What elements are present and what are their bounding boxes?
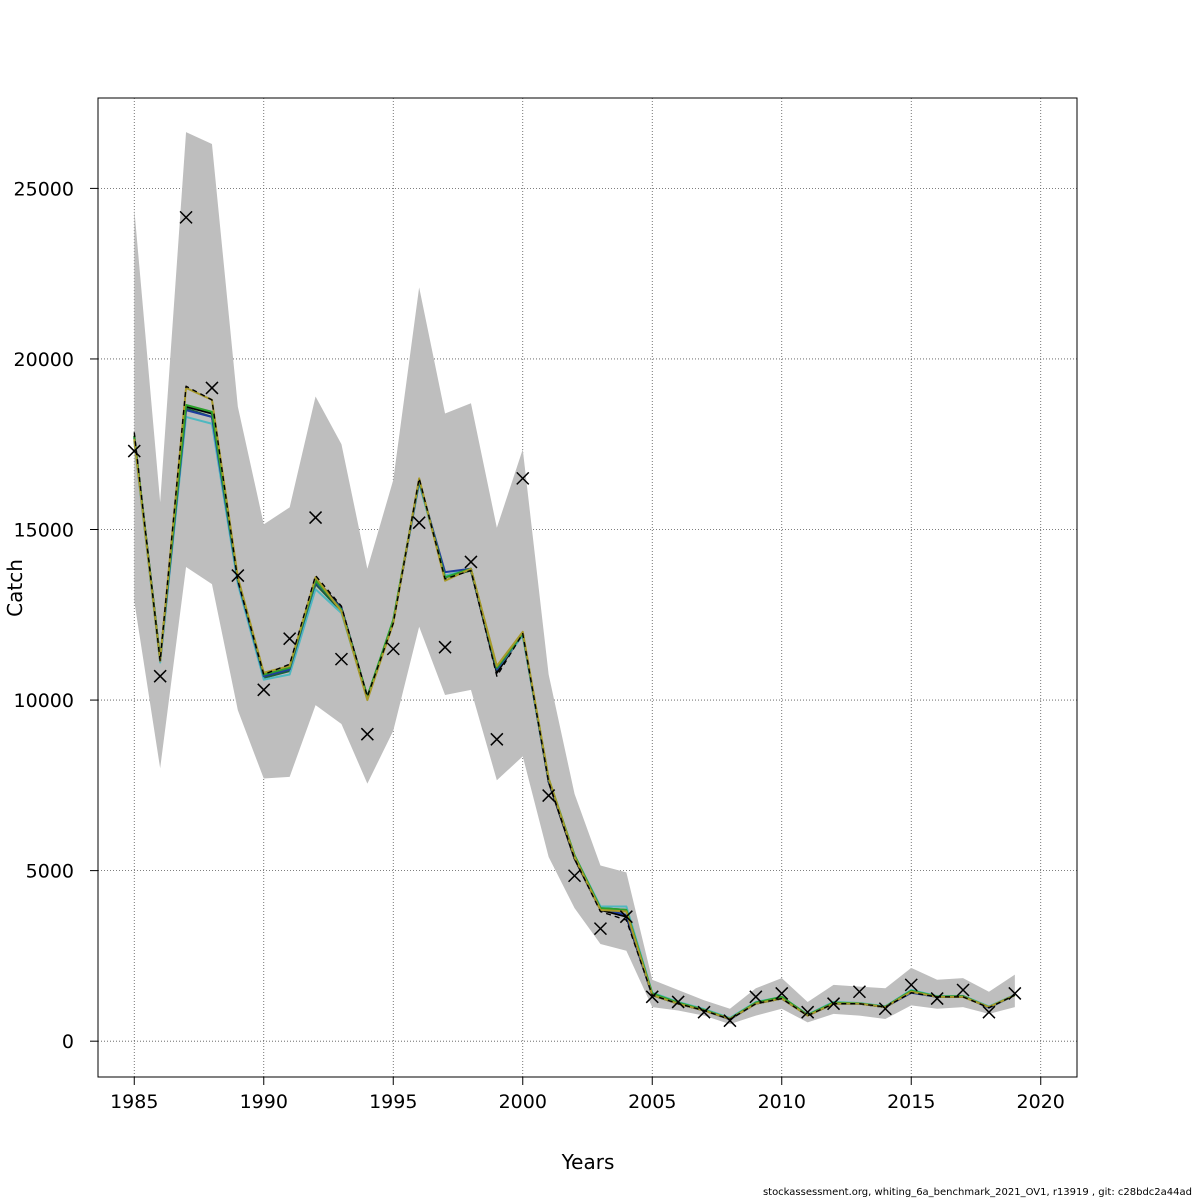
observation-marker-1989: [231, 569, 245, 583]
observation-marker-1991: [283, 632, 297, 646]
observation-marker-1985: [127, 444, 141, 458]
observation-marker-1990: [257, 683, 271, 697]
observation-marker-1993: [334, 652, 348, 666]
observation-marker-2019: [1008, 986, 1022, 1000]
observation-marker-2007: [697, 1005, 711, 1019]
x-tick-label-1: 1990: [240, 1091, 288, 1113]
y-tick-label-4: 20000: [14, 349, 74, 371]
observation-marker-2002: [568, 869, 582, 883]
confidence-band: [134, 132, 1015, 1025]
observation-marker-2000: [516, 471, 530, 485]
observation-marker-1988: [205, 381, 219, 395]
y-tick-label-0: 0: [62, 1031, 74, 1053]
fitted-lines-group: [133, 385, 1016, 1021]
x-tick-label-0: 1985: [110, 1091, 158, 1113]
observation-marker-1996: [412, 516, 426, 530]
observation-marker-2005: [645, 990, 659, 1004]
plot-frame: [97, 97, 1078, 1078]
observation-marker-2018: [982, 1005, 996, 1019]
y-tick-label-5: 25000: [14, 178, 74, 200]
observation-marker-2013: [852, 985, 866, 999]
observation-markers-group: [127, 210, 1022, 1028]
observation-marker-2011: [801, 1005, 815, 1019]
y-axis-title: Catch: [3, 559, 27, 617]
series-line-fit-olive: [133, 386, 1016, 1021]
observation-marker-1999: [490, 732, 504, 746]
x-axis-title: Years: [561, 1150, 615, 1174]
observation-marker-2014: [878, 1002, 892, 1016]
y-tick-label-2: 10000: [14, 690, 74, 712]
observation-marker-2003: [593, 922, 607, 936]
x-tick-label-6: 2015: [887, 1091, 935, 1113]
observation-marker-2006: [671, 995, 685, 1009]
observation-marker-1995: [386, 642, 400, 656]
observation-marker-1997: [438, 640, 452, 654]
y-tick-label-3: 15000: [14, 520, 74, 542]
observation-marker-2008: [723, 1014, 737, 1028]
footer-credit: stockassessment.org, whiting_6a_benchmar…: [762, 1187, 1192, 1198]
x-tick-label-3: 2000: [499, 1091, 547, 1113]
observation-marker-1992: [309, 511, 323, 525]
observation-marker-2015: [904, 978, 918, 992]
x-tick-label-5: 2010: [758, 1091, 806, 1113]
y-tick-label-1: 5000: [26, 861, 74, 883]
observation-marker-1986: [153, 669, 167, 683]
confidence-band-group: [134, 132, 1015, 1025]
observation-marker-2016: [930, 992, 944, 1006]
observation-marker-2009: [749, 990, 763, 1004]
observation-marker-1987: [179, 210, 193, 224]
x-tick-label-2: 1995: [369, 1091, 417, 1113]
observation-marker-1998: [464, 555, 478, 569]
x-tick-label-4: 2005: [628, 1091, 676, 1113]
axes-group: 1985 1990 1995 2000 2005 2010 2015 2020 0 5000 100…: [14, 178, 1065, 1113]
observation-marker-2010: [775, 986, 789, 1000]
observation-marker-2012: [827, 997, 841, 1011]
observation-marker-2017: [956, 983, 970, 997]
x-tick-label-7: 2020: [1017, 1091, 1065, 1113]
observation-marker-2001: [542, 789, 556, 803]
observation-marker-1994: [360, 727, 374, 741]
observation-marker-2004: [619, 910, 633, 924]
